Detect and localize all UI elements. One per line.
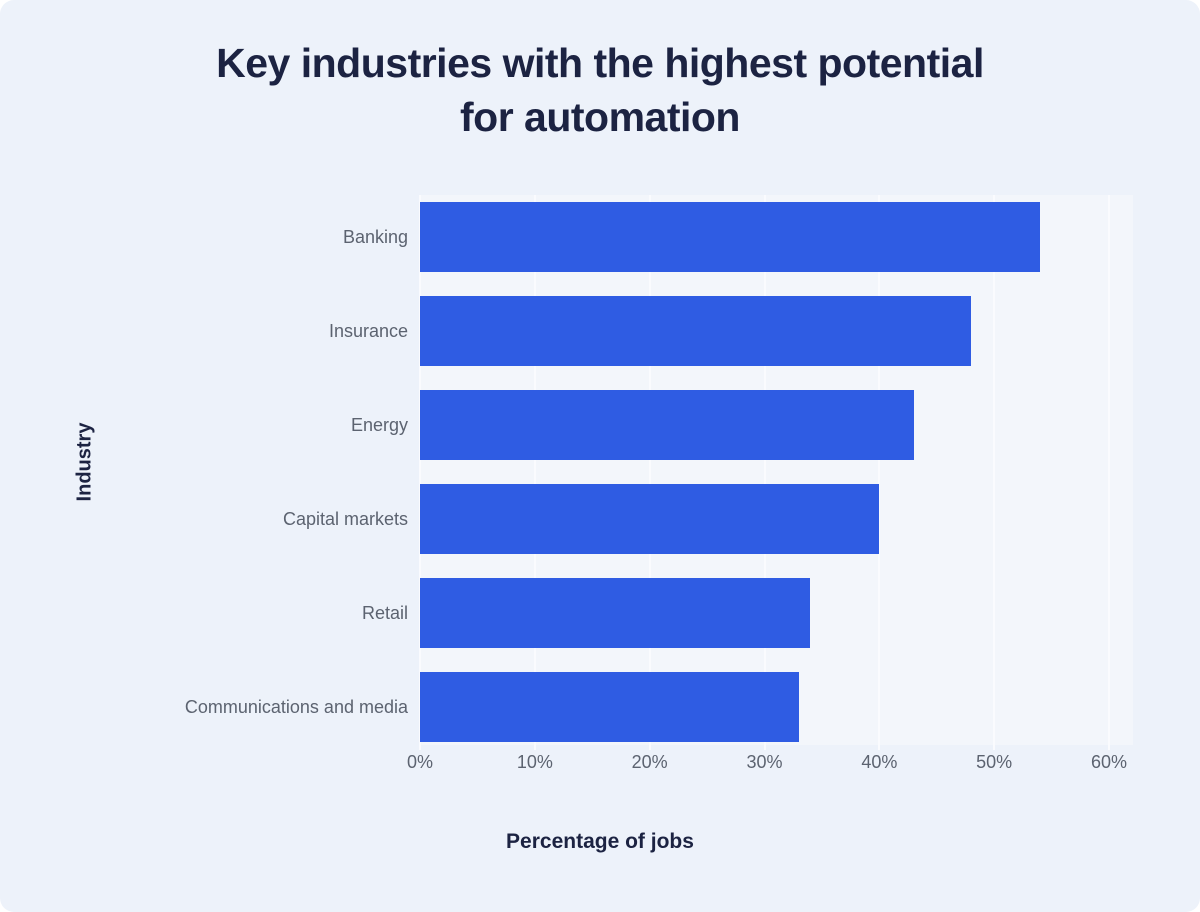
gridline bbox=[648, 195, 651, 750]
gridline bbox=[993, 195, 996, 750]
category-label-retail: Retail bbox=[361, 603, 408, 623]
plot-area bbox=[419, 195, 1133, 750]
x-tick-label: 20% bbox=[631, 752, 668, 772]
bar-banking bbox=[420, 202, 1041, 272]
bar-capital-markets bbox=[420, 484, 880, 554]
x-tick-label: 0% bbox=[406, 752, 433, 772]
x-tick-label: 50% bbox=[976, 752, 1013, 772]
chart-title-text: Key industries with the highest potentia… bbox=[216, 40, 984, 141]
category-label-capital-markets: Capital markets bbox=[282, 509, 408, 529]
gridline bbox=[1108, 195, 1110, 750]
gridline bbox=[763, 195, 766, 750]
bar-communications-and-media bbox=[420, 672, 799, 742]
x-tick-label: 40% bbox=[861, 752, 898, 772]
category-label-banking: Banking bbox=[342, 227, 408, 247]
x-tick-label: 30% bbox=[746, 752, 783, 772]
bar-energy bbox=[420, 390, 914, 460]
x-tick-label: 10% bbox=[516, 752, 553, 772]
category-label-insurance: Insurance bbox=[328, 321, 408, 341]
bar-retail bbox=[420, 578, 811, 648]
category-label-energy: Energy bbox=[350, 415, 408, 435]
bar-insurance bbox=[420, 296, 972, 366]
gridline bbox=[533, 195, 536, 750]
gridline bbox=[419, 195, 421, 750]
chart-title: Key industries with the highest potentia… bbox=[0, 36, 1200, 144]
x-tick-label: 60% bbox=[1090, 752, 1128, 772]
x-axis-title: Percentage of jobs bbox=[506, 830, 694, 853]
category-label-communications-and-media: Communications and media bbox=[184, 697, 408, 717]
gridline bbox=[878, 195, 881, 750]
